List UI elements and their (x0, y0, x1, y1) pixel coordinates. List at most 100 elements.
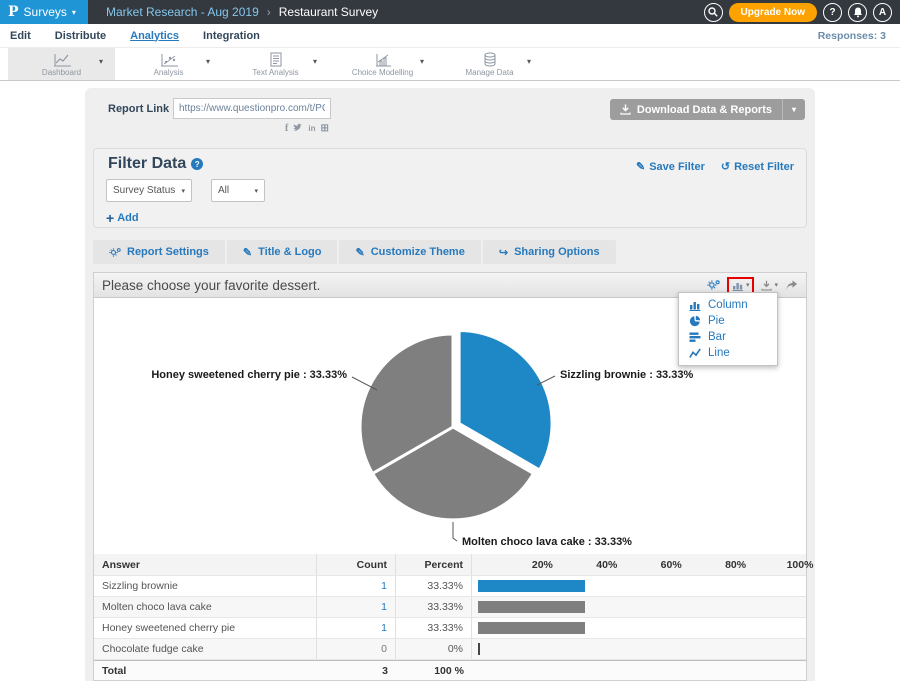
bar-cell (472, 576, 806, 596)
tab-report-settings[interactable]: Report Settings (93, 240, 225, 264)
menu-item-pie[interactable]: Pie (679, 313, 777, 329)
chevron-down-icon[interactable]: ▾ (527, 57, 531, 66)
tab-sharing-options[interactable]: ↪ Sharing Options (483, 240, 616, 264)
toolbar-tab-analysis[interactable]: Analysis ▾ (115, 48, 222, 80)
linkedin-icon[interactable]: in (308, 125, 315, 133)
tab-title-logo[interactable]: ✎ Title & Logo (227, 240, 338, 264)
chart-download-button[interactable]: ▾ (761, 280, 778, 291)
chevron-down-icon[interactable]: ▾ (313, 57, 317, 66)
analysis-scatter-icon (159, 52, 179, 67)
menu-item-edit[interactable]: Edit (10, 30, 31, 42)
search-button[interactable] (704, 3, 723, 22)
table-row: Chocolate fudge cake00% (94, 639, 806, 660)
filter-help-icon[interactable]: ? (191, 158, 203, 170)
main-menu: Edit Distribute Analytics Integration Re… (0, 24, 900, 48)
chevron-down-icon: ▾ (774, 281, 778, 289)
scale-80: 80% (725, 554, 746, 576)
chart-type-button[interactable]: ▾ (732, 280, 750, 291)
breadcrumb-folder[interactable]: Market Research - Aug 2019 (106, 5, 259, 19)
notifications-button[interactable] (848, 3, 867, 22)
filter-data-title: Filter Data ? (108, 155, 203, 173)
pie-label-sizzling: Sizzling brownie : 33.33% (560, 369, 693, 381)
percent-cell: 33.33% (396, 597, 472, 617)
download-options-caret[interactable]: ▾ (782, 99, 805, 120)
percent-cell: 33.33% (396, 618, 472, 638)
share-arrow-icon (785, 280, 798, 291)
percent-bar (478, 643, 480, 655)
filter-field-select[interactable]: Survey Status ▾ (106, 179, 192, 202)
download-icon (761, 280, 772, 291)
bar-chart-icon (732, 280, 744, 291)
menu-item-distribute[interactable]: Distribute (55, 30, 106, 42)
chart-type-menu: Column Pie Bar Line (678, 292, 778, 366)
chevron-down-icon[interactable]: ▾ (99, 57, 103, 66)
filter-value-select[interactable]: All ▾ (211, 179, 265, 202)
tab-customize-theme[interactable]: ✎ Customize Theme (339, 240, 480, 264)
count-value: 0 (381, 643, 387, 655)
leader-line-molten (453, 522, 457, 541)
answer-cell: Molten choco lava cake (94, 597, 317, 617)
avatar[interactable]: A (873, 3, 892, 22)
toolbar-tab-choice-modelling[interactable]: Choice Modelling ▾ (329, 48, 436, 80)
upgrade-now-button[interactable]: Upgrade Now (729, 3, 817, 22)
filter-data-panel: Filter Data ? ✎ Save Filter ↺ Reset Filt… (93, 148, 807, 228)
facebook-icon[interactable]: f (285, 124, 288, 134)
download-data-reports-button[interactable]: Download Data & Reports ▾ (610, 99, 805, 120)
count-value[interactable]: 1 (381, 580, 387, 592)
edit-icon: ✎ (243, 246, 252, 259)
percent-bar (478, 622, 585, 634)
toolbar-tab-text-analysis[interactable]: Text Analysis ▾ (222, 48, 329, 80)
bar-chart-horizontal-icon (689, 331, 701, 343)
edit-icon: ✎ (636, 160, 645, 173)
chart-share-button[interactable] (785, 280, 798, 291)
gears-icon (109, 247, 121, 258)
breadcrumb-survey[interactable]: Restaurant Survey (279, 5, 378, 19)
scale-20: 20% (532, 554, 553, 576)
report-link-label: Report Link (108, 103, 169, 115)
menu-item-line[interactable]: Line (679, 345, 777, 361)
toolbar-tab-manage-data[interactable]: Manage Data ▾ (436, 48, 543, 80)
chevron-down-icon: ▾ (181, 187, 185, 195)
answer-cell: Honey sweetened cherry pie (94, 618, 317, 638)
pie-label-molten: Molten choco lava cake : 33.33% (462, 536, 632, 548)
menu-item-integration[interactable]: Integration (203, 30, 260, 42)
toolbar-tab-dashboard[interactable]: Dashboard ▾ (8, 48, 115, 80)
share-arrow-icon: ↪ (499, 246, 508, 259)
edit-icon: ✎ (355, 246, 364, 259)
scale-60: 60% (661, 554, 682, 576)
embed-icon[interactable]: ⊞ (320, 124, 328, 134)
chart-settings-button[interactable] (707, 279, 720, 291)
twitter-icon[interactable] (293, 123, 303, 134)
choice-modelling-chart-icon (373, 52, 393, 67)
table-row: Honey sweetened cherry pie 1 33.33% (94, 618, 806, 639)
help-button[interactable]: ? (823, 3, 842, 22)
save-filter-button[interactable]: ✎ Save Filter (636, 160, 705, 173)
count-value[interactable]: 1 (381, 601, 387, 613)
menu-item-column[interactable]: Column (679, 297, 777, 313)
menu-item-bar[interactable]: Bar (679, 329, 777, 345)
chevron-down-icon[interactable]: ▾ (206, 57, 210, 66)
reset-filter-button[interactable]: ↺ Reset Filter (721, 160, 794, 173)
responses-count[interactable]: Responses: 3 (818, 30, 890, 42)
percent-cell: 0% (396, 639, 472, 659)
chevron-down-icon[interactable]: ▾ (420, 57, 424, 66)
report-link-input[interactable] (173, 98, 331, 119)
surveys-product-switcher[interactable]: P Surveys ▾ (0, 0, 88, 24)
bar-cell (472, 597, 806, 617)
header-percent: Percent (396, 554, 472, 575)
table-row: Sizzling brownie133.33% (94, 576, 806, 597)
text-analysis-document-icon (269, 52, 283, 67)
breadcrumb-separator-icon: › (267, 5, 271, 19)
results-table: Answer Count Percent 20% 40% 60% 80% 100… (94, 554, 806, 680)
menu-item-analytics[interactable]: Analytics (130, 30, 179, 42)
chevron-down-icon: ▾ (254, 187, 258, 195)
count-value[interactable]: 1 (381, 622, 387, 634)
manage-data-database-icon (482, 52, 498, 67)
download-icon (620, 104, 631, 115)
scale-40: 40% (596, 554, 617, 576)
chevron-down-icon: ▾ (72, 8, 76, 17)
count-cell: 1 (317, 576, 396, 596)
add-filter-button[interactable]: + Add (106, 211, 139, 225)
line-chart-icon (689, 347, 701, 359)
analytics-toolbar: Dashboard ▾ Analysis ▾ Text Analysis ▾ C… (0, 48, 900, 81)
